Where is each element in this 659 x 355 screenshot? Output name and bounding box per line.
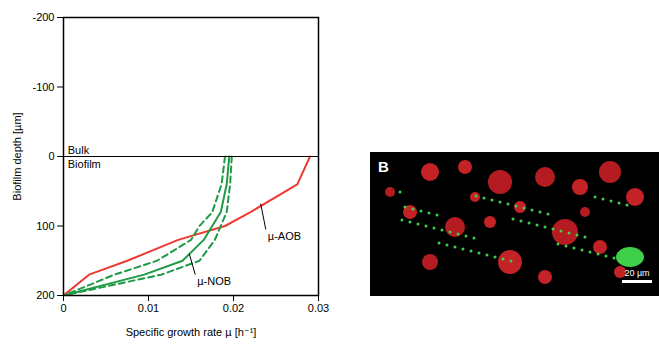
svg-text:-200: -200 (32, 11, 54, 23)
svg-text:µ-NOB: µ-NOB (197, 275, 231, 287)
svg-text:Specific growth rate µ [h⁻¹]: Specific growth rate µ [h⁻¹] (126, 326, 257, 338)
svg-text:100: 100 (36, 220, 54, 232)
svg-text:20 µm: 20 µm (624, 268, 649, 278)
svg-text:Bulk: Bulk (68, 144, 90, 156)
svg-text:0.03: 0.03 (308, 302, 329, 314)
svg-text:µ-AOB: µ-AOB (268, 230, 301, 242)
svg-text:-100: -100 (32, 81, 54, 93)
svg-text:B: B (378, 158, 389, 175)
svg-text:0.02: 0.02 (223, 302, 244, 314)
svg-text:Biofilm: Biofilm (68, 158, 101, 170)
svg-text:0: 0 (60, 302, 66, 314)
svg-text:Biofilm depth [µm]: Biofilm depth [µm] (11, 112, 23, 200)
svg-text:0: 0 (48, 150, 54, 162)
svg-text:0.01: 0.01 (138, 302, 159, 314)
svg-text:200: 200 (36, 289, 54, 301)
